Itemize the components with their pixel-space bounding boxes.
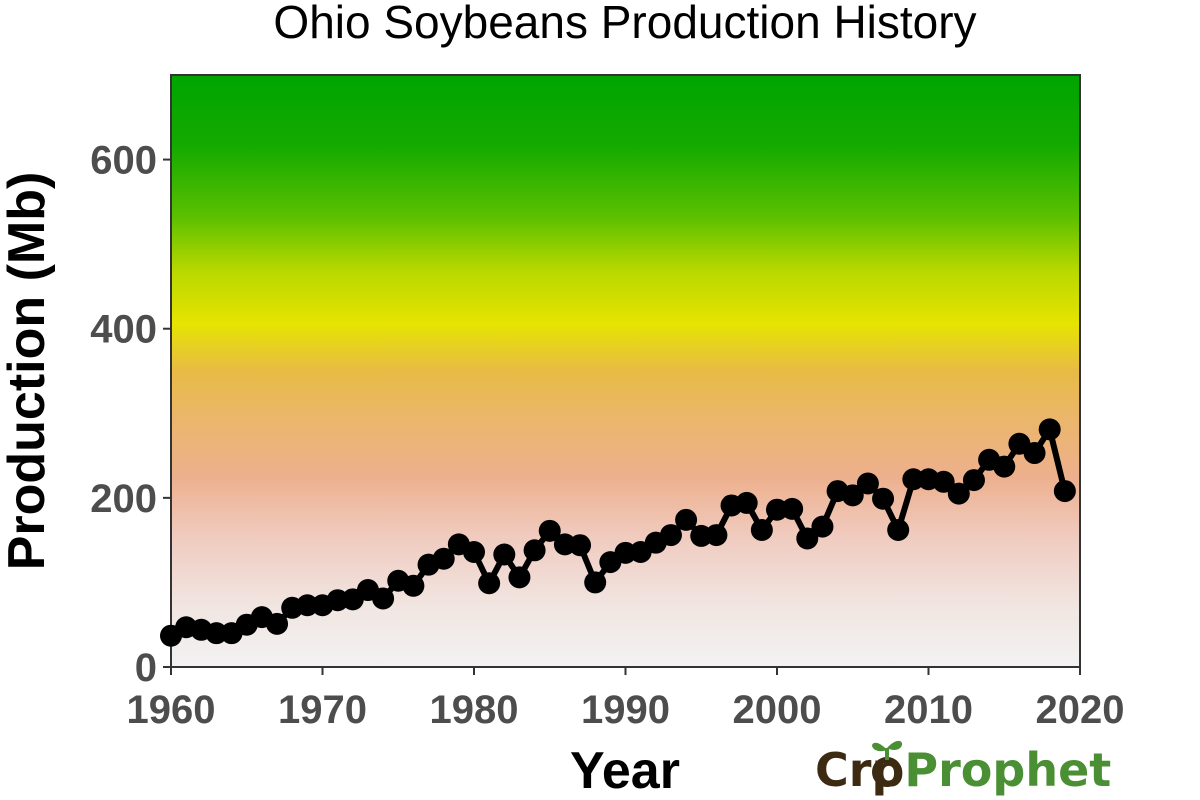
data-point: [872, 487, 895, 510]
data-point: [508, 566, 531, 589]
data-point: [478, 572, 501, 595]
plot-background: [171, 75, 1080, 667]
y-tick-label: 400: [90, 308, 157, 352]
data-point: [584, 571, 607, 594]
data-point: [932, 470, 955, 493]
data-point: [463, 540, 485, 563]
data-point: [781, 497, 804, 520]
data-point: [962, 469, 985, 492]
data-point: [523, 539, 546, 562]
y-axis-label: Production (Mb): [0, 172, 56, 571]
x-tick-label: 1970: [278, 688, 367, 732]
data-point: [796, 527, 819, 550]
data-point: [493, 543, 516, 566]
data-point: [205, 622, 228, 645]
data-point: [372, 587, 395, 610]
data-point: [735, 491, 758, 514]
data-point: [1038, 418, 1061, 441]
data-point: [750, 518, 773, 541]
data-point: [705, 524, 728, 547]
x-tick-label: 1960: [127, 688, 216, 732]
x-tick-label: 2020: [1036, 688, 1125, 732]
data-point: [841, 484, 864, 507]
series-points: [160, 418, 1076, 647]
y-tick-label: 600: [90, 139, 157, 183]
x-tick-label: 2010: [884, 688, 973, 732]
data-point: [569, 534, 592, 557]
data-point: [538, 519, 561, 542]
data-point: [1023, 442, 1046, 465]
data-point: [296, 594, 319, 617]
data-point: [811, 515, 834, 538]
y-tick-label: 200: [90, 477, 157, 521]
data-point: [887, 518, 910, 541]
data-point: [947, 482, 970, 505]
data-point: [659, 524, 682, 547]
data-point: [432, 547, 455, 570]
logo-text: CrpProphet: [815, 743, 1111, 797]
y-tick-label: 0: [135, 646, 157, 690]
data-point: [402, 574, 425, 597]
data-point: [266, 612, 289, 635]
data-point: [993, 455, 1016, 478]
data-point: [902, 468, 925, 491]
x-tick-label: 1980: [430, 688, 519, 732]
data-point: [675, 508, 698, 531]
x-axis-label: Year: [570, 742, 680, 800]
y-axis: 0 200 400 600: [90, 139, 171, 690]
x-tick-label: 2000: [733, 688, 822, 732]
chart-title: Ohio Soybeans Production History: [273, 0, 976, 48]
sprout-icon: [872, 740, 903, 787]
data-point: [856, 472, 879, 495]
crop-prophet-logo: CrpProphet: [815, 740, 1111, 797]
x-axis: 1960 1970 1980 1990 2000 2010 2020: [127, 667, 1125, 732]
data-point: [1053, 480, 1076, 503]
x-tick-label: 1990: [581, 688, 670, 732]
